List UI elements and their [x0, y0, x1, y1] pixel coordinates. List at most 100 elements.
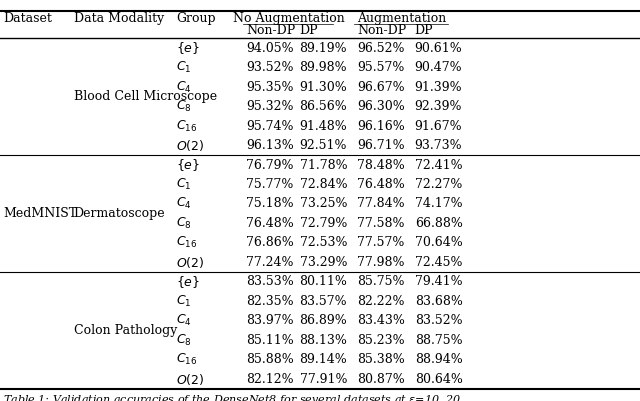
Text: 85.38%: 85.38%	[357, 353, 405, 366]
Text: Data Modality: Data Modality	[74, 12, 164, 26]
Text: 92.51%: 92.51%	[300, 139, 347, 152]
Text: $C_{4}$: $C_{4}$	[176, 196, 192, 211]
Text: No Augmentation: No Augmentation	[233, 12, 345, 26]
Text: 70.64%: 70.64%	[415, 236, 463, 249]
Text: $C_{1}$: $C_{1}$	[176, 294, 191, 309]
Text: Non-DP: Non-DP	[246, 24, 296, 37]
Text: DP: DP	[300, 24, 318, 37]
Text: 83.57%: 83.57%	[300, 295, 347, 308]
Text: 72.84%: 72.84%	[300, 178, 347, 191]
Text: 72.27%: 72.27%	[415, 178, 462, 191]
Text: 77.84%: 77.84%	[357, 197, 404, 211]
Text: 66.88%: 66.88%	[415, 217, 463, 230]
Text: 85.11%: 85.11%	[246, 334, 294, 347]
Text: $C_{4}$: $C_{4}$	[176, 313, 192, 328]
Text: Non-DP: Non-DP	[357, 24, 406, 37]
Text: $C_{8}$: $C_{8}$	[176, 99, 192, 114]
Text: 96.52%: 96.52%	[357, 42, 404, 55]
Text: 94.05%: 94.05%	[246, 42, 294, 55]
Text: 89.14%: 89.14%	[300, 353, 348, 366]
Text: 86.89%: 86.89%	[300, 314, 348, 327]
Text: 96.71%: 96.71%	[357, 139, 404, 152]
Text: 82.12%: 82.12%	[246, 373, 294, 386]
Text: 83.43%: 83.43%	[357, 314, 405, 327]
Text: 71.78%: 71.78%	[300, 158, 347, 172]
Text: 76.86%: 76.86%	[246, 236, 294, 249]
Text: Dataset: Dataset	[3, 12, 52, 26]
Text: 91.48%: 91.48%	[300, 119, 348, 133]
Text: 75.18%: 75.18%	[246, 197, 294, 211]
Text: 88.94%: 88.94%	[415, 353, 463, 366]
Text: 78.48%: 78.48%	[357, 158, 405, 172]
Text: 80.64%: 80.64%	[415, 373, 463, 386]
Text: Group: Group	[176, 12, 216, 26]
Text: 76.79%: 76.79%	[246, 158, 294, 172]
Text: 82.22%: 82.22%	[357, 295, 404, 308]
Text: Table 1: Validation accuracies of the DenseNet8 for several datasets at $\vareps: Table 1: Validation accuracies of the De…	[3, 393, 475, 401]
Text: $O(2)$: $O(2)$	[176, 372, 205, 387]
Text: 72.41%: 72.41%	[415, 158, 462, 172]
Text: 93.52%: 93.52%	[246, 61, 294, 74]
Text: 77.57%: 77.57%	[357, 236, 404, 249]
Text: 83.68%: 83.68%	[415, 295, 463, 308]
Text: 72.53%: 72.53%	[300, 236, 347, 249]
Text: 95.35%: 95.35%	[246, 81, 294, 94]
Text: 76.48%: 76.48%	[246, 217, 294, 230]
Text: $\{e\}$: $\{e\}$	[176, 40, 200, 56]
Text: 77.91%: 77.91%	[300, 373, 347, 386]
Text: $O(2)$: $O(2)$	[176, 138, 205, 153]
Text: $C_{1}$: $C_{1}$	[176, 177, 191, 192]
Text: Dermatoscope: Dermatoscope	[74, 207, 165, 220]
Text: 79.41%: 79.41%	[415, 275, 462, 288]
Text: 88.13%: 88.13%	[300, 334, 348, 347]
Text: 89.19%: 89.19%	[300, 42, 347, 55]
Text: 89.98%: 89.98%	[300, 61, 347, 74]
Text: $C_{8}$: $C_{8}$	[176, 216, 192, 231]
Text: 86.56%: 86.56%	[300, 100, 348, 113]
Text: 76.48%: 76.48%	[357, 178, 405, 191]
Text: 77.24%: 77.24%	[246, 256, 294, 269]
Text: 95.32%: 95.32%	[246, 100, 294, 113]
Text: 75.77%: 75.77%	[246, 178, 294, 191]
Text: 72.45%: 72.45%	[415, 256, 462, 269]
Text: $C_{16}$: $C_{16}$	[176, 352, 197, 367]
Text: 77.58%: 77.58%	[357, 217, 404, 230]
Text: $C_{16}$: $C_{16}$	[176, 235, 197, 251]
Text: $C_{1}$: $C_{1}$	[176, 60, 191, 75]
Text: 74.17%: 74.17%	[415, 197, 462, 211]
Text: 83.52%: 83.52%	[415, 314, 462, 327]
Text: $\{e\}$: $\{e\}$	[176, 274, 200, 290]
Text: $C_{4}$: $C_{4}$	[176, 79, 192, 95]
Text: 95.57%: 95.57%	[357, 61, 404, 74]
Text: 91.39%: 91.39%	[415, 81, 462, 94]
Text: 96.16%: 96.16%	[357, 119, 405, 133]
Text: 77.98%: 77.98%	[357, 256, 404, 269]
Text: 83.53%: 83.53%	[246, 275, 294, 288]
Text: $C_{16}$: $C_{16}$	[176, 119, 197, 134]
Text: 83.97%: 83.97%	[246, 314, 294, 327]
Text: 80.87%: 80.87%	[357, 373, 405, 386]
Text: 93.73%: 93.73%	[415, 139, 462, 152]
Text: 88.75%: 88.75%	[415, 334, 462, 347]
Text: 73.25%: 73.25%	[300, 197, 347, 211]
Text: Blood Cell Microscope: Blood Cell Microscope	[74, 90, 217, 103]
Text: 95.74%: 95.74%	[246, 119, 294, 133]
Text: 72.79%: 72.79%	[300, 217, 347, 230]
Text: DP: DP	[415, 24, 433, 37]
Text: MedMNIST: MedMNIST	[3, 207, 77, 220]
Text: Colon Pathology: Colon Pathology	[74, 324, 177, 337]
Text: 91.67%: 91.67%	[415, 119, 462, 133]
Text: 85.75%: 85.75%	[357, 275, 404, 288]
Text: $\{e\}$: $\{e\}$	[176, 157, 200, 173]
Text: 73.29%: 73.29%	[300, 256, 347, 269]
Text: 85.23%: 85.23%	[357, 334, 404, 347]
Text: 91.30%: 91.30%	[300, 81, 348, 94]
Text: 90.61%: 90.61%	[415, 42, 463, 55]
Text: 85.88%: 85.88%	[246, 353, 294, 366]
Text: 92.39%: 92.39%	[415, 100, 462, 113]
Text: 82.35%: 82.35%	[246, 295, 294, 308]
Text: $C_{8}$: $C_{8}$	[176, 333, 192, 348]
Text: $O(2)$: $O(2)$	[176, 255, 205, 270]
Text: 90.47%: 90.47%	[415, 61, 462, 74]
Text: 96.13%: 96.13%	[246, 139, 294, 152]
